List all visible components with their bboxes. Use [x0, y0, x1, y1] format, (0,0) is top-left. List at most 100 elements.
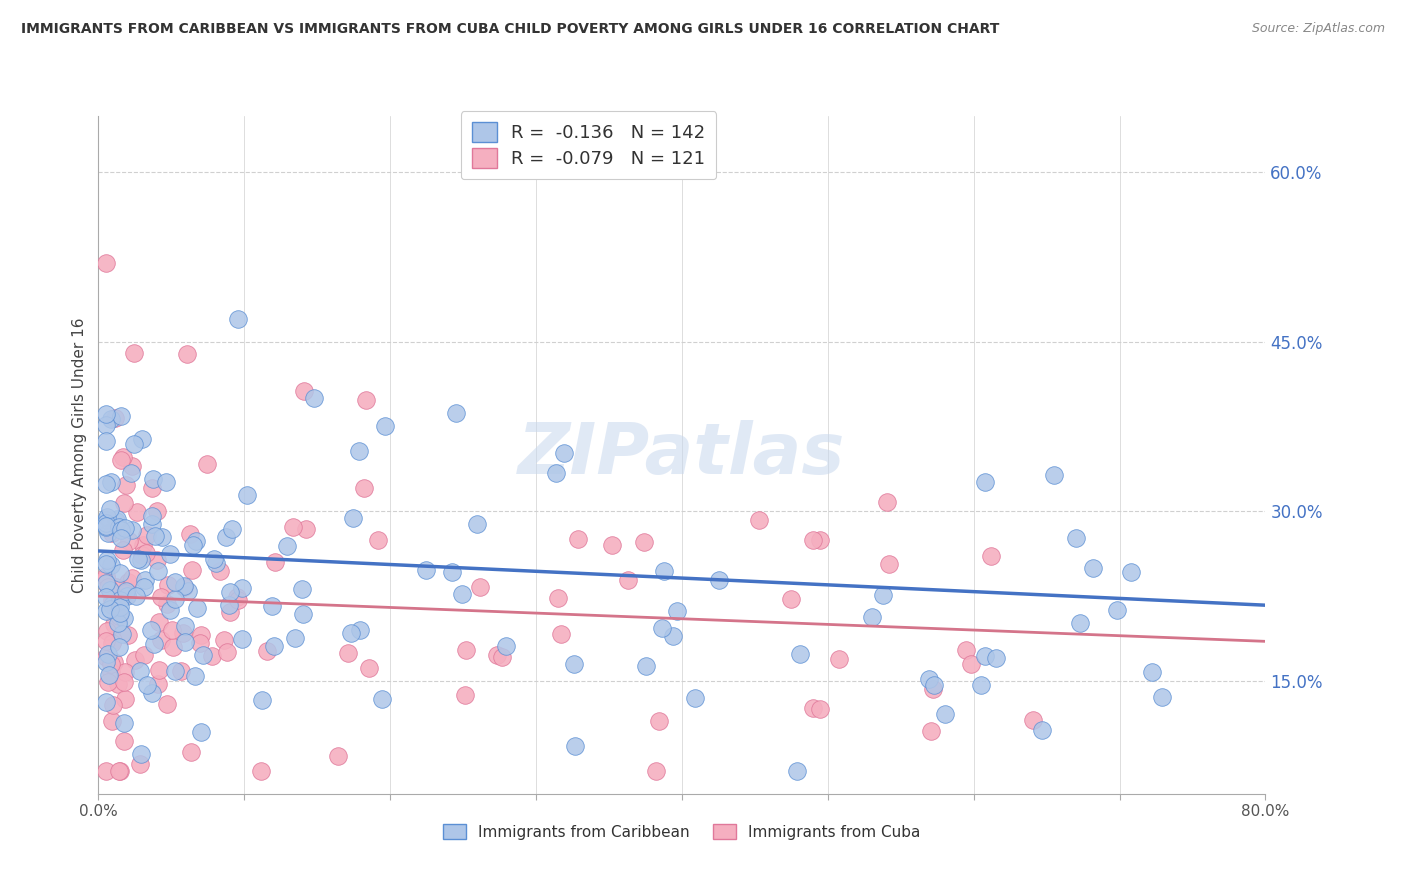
Point — [214, 633, 236, 648]
Point — [201, 649, 224, 664]
Point — [662, 629, 685, 643]
Point — [108, 566, 131, 580]
Point — [550, 627, 572, 641]
Point — [111, 450, 134, 464]
Point — [1081, 561, 1104, 575]
Point — [634, 659, 657, 673]
Point — [648, 714, 671, 729]
Point — [707, 573, 730, 587]
Point — [148, 663, 170, 677]
Point — [920, 724, 942, 739]
Point — [218, 585, 240, 599]
Point — [108, 609, 131, 624]
Point — [107, 677, 129, 691]
Point — [170, 664, 193, 678]
Point — [117, 574, 139, 589]
Point — [156, 697, 179, 711]
Point — [125, 589, 148, 603]
Point — [94, 434, 117, 448]
Point — [877, 557, 900, 571]
Point — [215, 645, 238, 659]
Point — [215, 530, 238, 544]
Point — [114, 584, 136, 599]
Point — [173, 635, 195, 649]
Point — [172, 626, 194, 640]
Point — [94, 520, 117, 534]
Point — [980, 549, 1002, 563]
Point — [107, 640, 129, 654]
Text: ZIPatlas: ZIPatlas — [519, 420, 845, 490]
Point — [101, 593, 124, 607]
Point — [564, 739, 586, 753]
Point — [112, 610, 135, 624]
Point — [112, 675, 135, 690]
Point — [135, 545, 157, 559]
Point — [101, 596, 124, 610]
Point — [340, 626, 363, 640]
Point — [118, 534, 141, 549]
Point — [367, 533, 389, 547]
Point — [263, 640, 285, 654]
Point — [103, 632, 125, 647]
Point — [94, 558, 117, 572]
Point — [808, 533, 831, 547]
Point — [129, 552, 152, 566]
Point — [141, 517, 163, 532]
Point — [103, 655, 125, 669]
Point — [103, 617, 125, 632]
Point — [104, 514, 127, 528]
Point — [98, 502, 121, 516]
Point — [120, 466, 142, 480]
Point — [872, 588, 894, 602]
Point — [1150, 690, 1173, 705]
Point — [98, 582, 121, 597]
Point — [828, 652, 851, 666]
Point — [256, 644, 278, 658]
Point — [111, 626, 134, 640]
Point — [960, 657, 983, 671]
Point — [195, 457, 218, 471]
Point — [157, 578, 180, 592]
Point — [136, 678, 159, 692]
Point — [969, 678, 991, 692]
Point — [174, 619, 197, 633]
Point — [974, 648, 997, 663]
Point — [115, 589, 138, 603]
Point — [176, 347, 198, 361]
Point — [121, 571, 143, 585]
Point — [141, 685, 163, 699]
Point — [808, 702, 831, 716]
Point — [146, 504, 169, 518]
Point — [451, 586, 474, 600]
Point — [1105, 603, 1128, 617]
Point — [94, 649, 117, 664]
Point — [209, 564, 232, 578]
Point — [177, 583, 200, 598]
Point — [94, 591, 117, 605]
Point — [131, 548, 153, 562]
Point — [100, 412, 122, 426]
Point — [860, 610, 883, 624]
Point — [94, 764, 117, 779]
Point — [934, 706, 956, 721]
Point — [186, 601, 208, 615]
Point — [347, 444, 370, 458]
Point — [231, 581, 253, 595]
Point — [103, 698, 125, 713]
Point — [128, 756, 150, 771]
Point — [159, 547, 181, 561]
Point — [228, 312, 250, 326]
Point — [226, 590, 249, 604]
Point — [204, 556, 226, 570]
Point — [485, 648, 508, 662]
Point — [149, 591, 172, 605]
Point — [115, 588, 138, 602]
Point — [181, 538, 204, 552]
Point — [94, 519, 117, 533]
Point — [562, 657, 585, 671]
Point — [108, 600, 131, 615]
Point — [131, 432, 153, 446]
Point — [100, 657, 122, 671]
Point — [125, 505, 148, 519]
Point — [94, 256, 117, 270]
